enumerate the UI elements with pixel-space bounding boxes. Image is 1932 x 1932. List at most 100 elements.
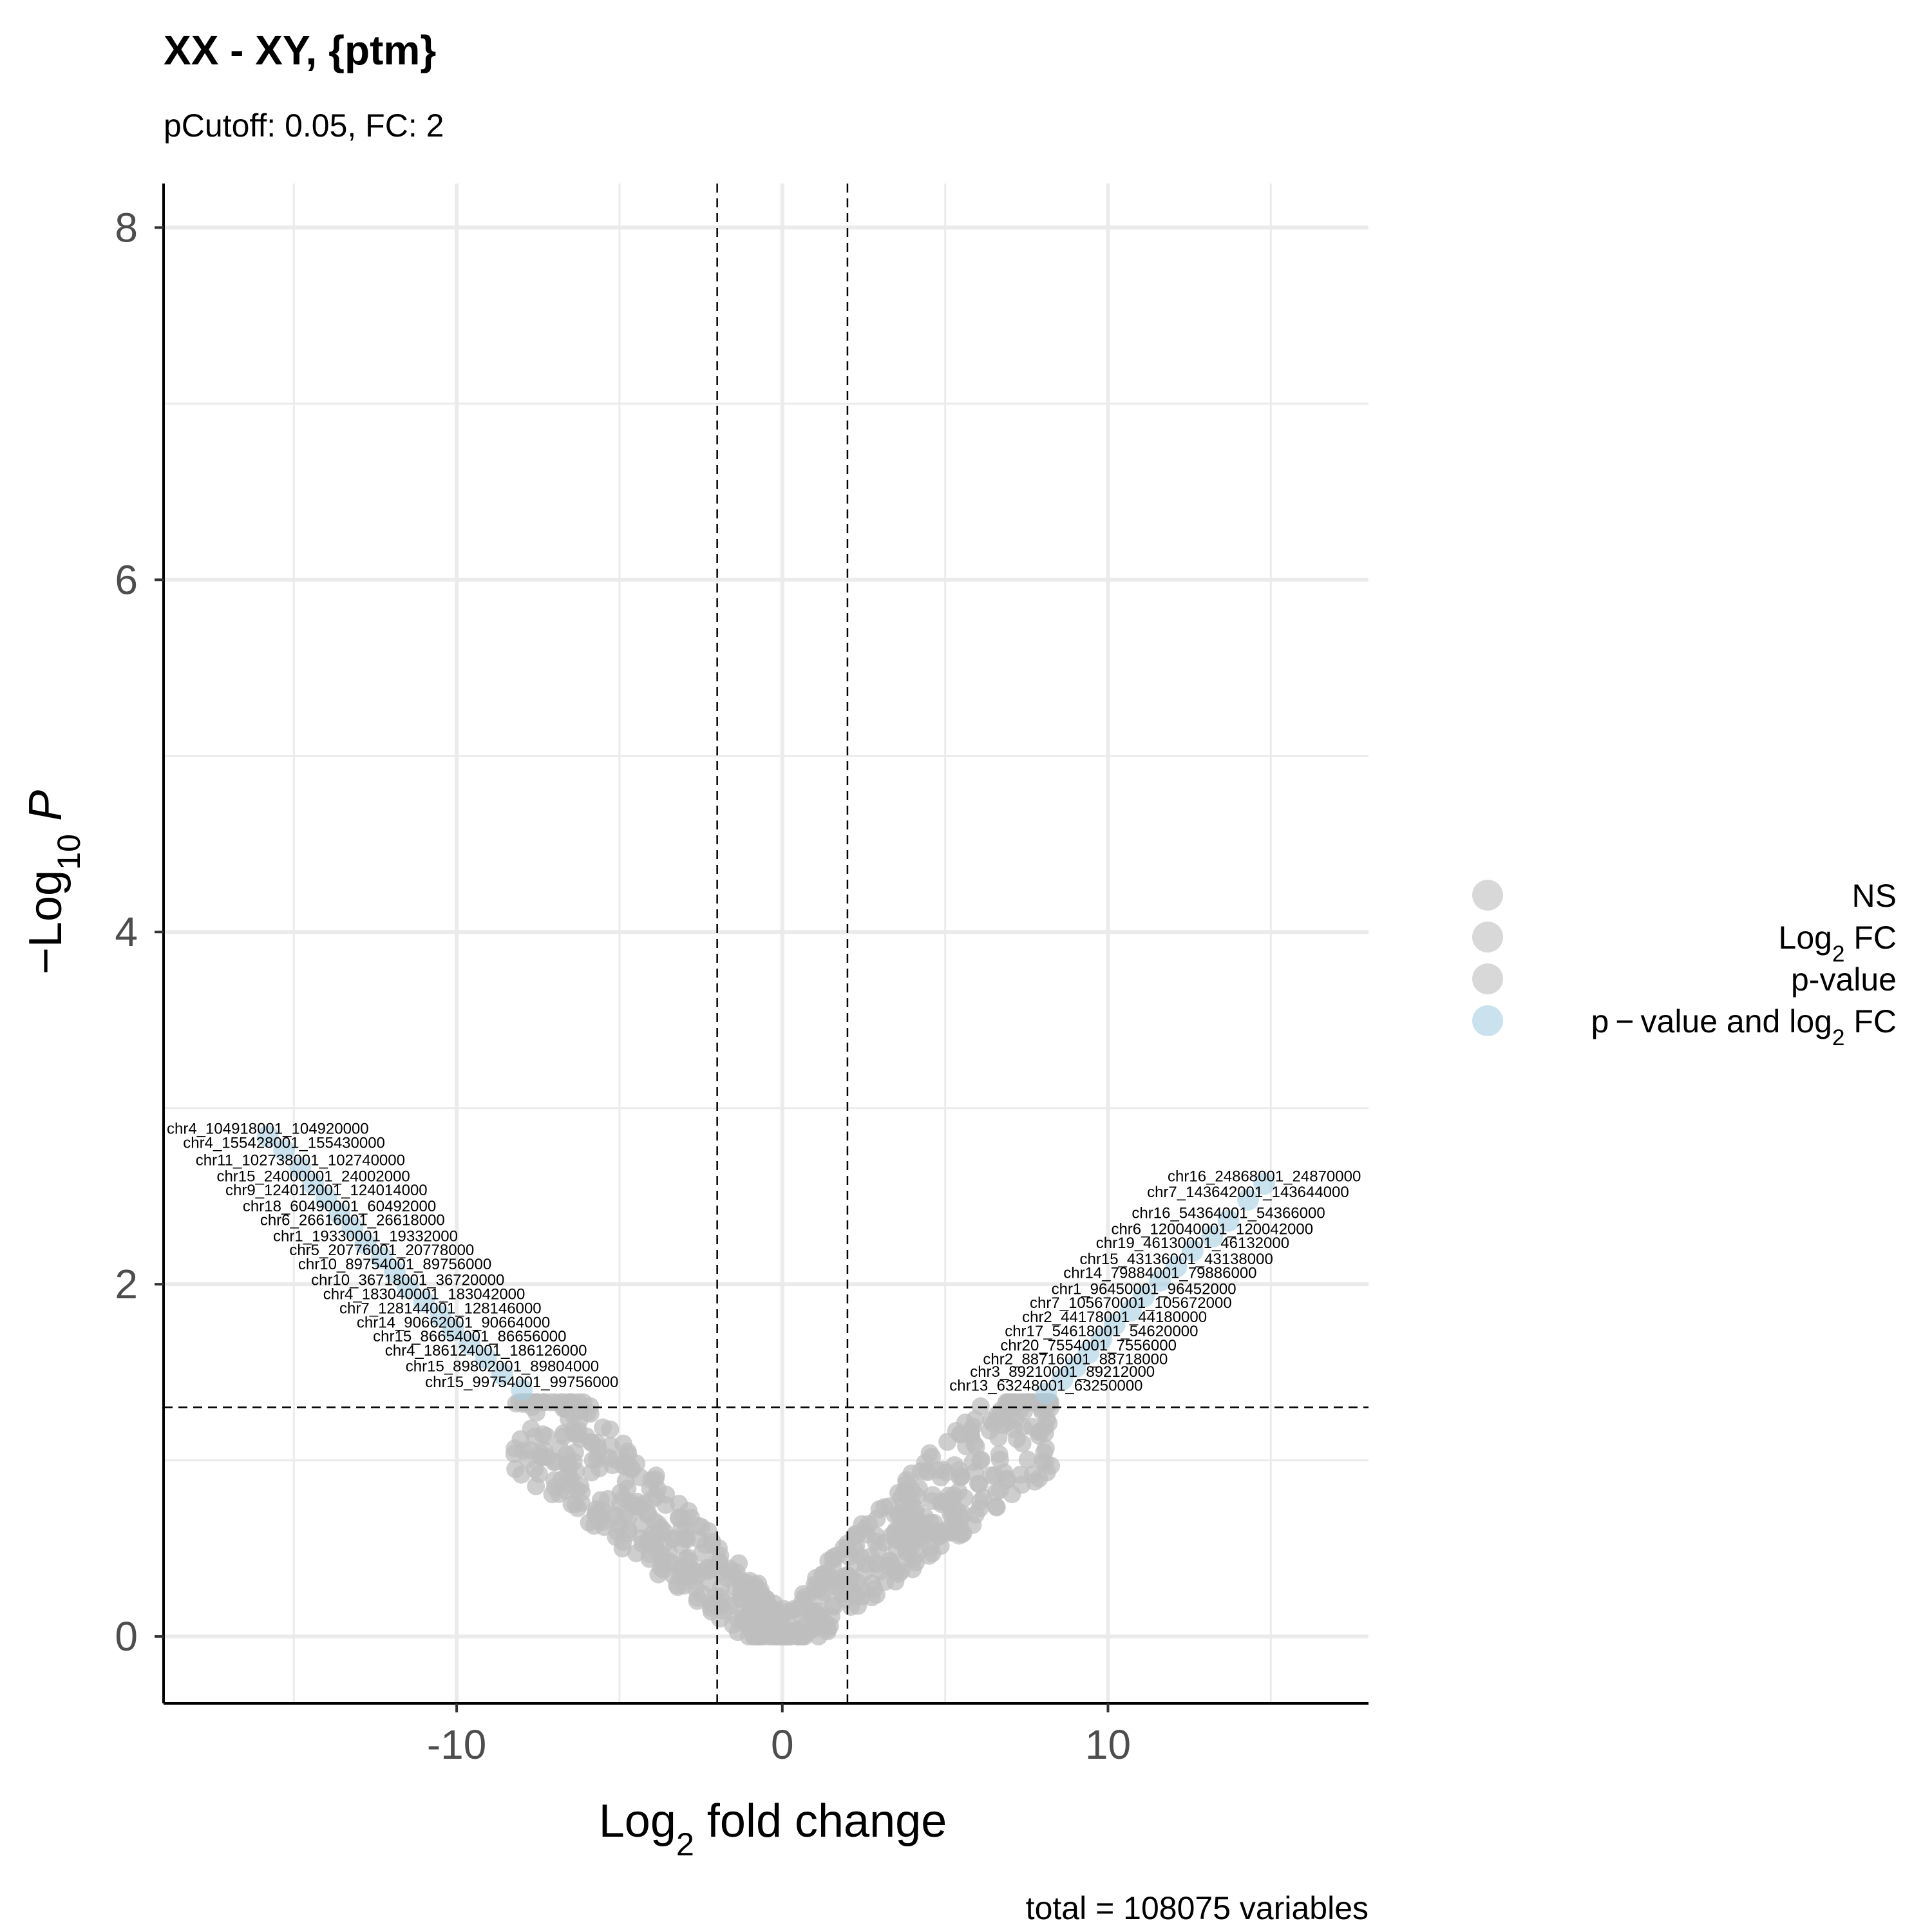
point-label: chr15_99754001_99756000 — [425, 1374, 618, 1391]
ns-point — [907, 1500, 925, 1519]
significant-point — [1201, 1226, 1224, 1248]
ns-point — [886, 1506, 904, 1524]
point-label: chr6_120040001_120042000 — [1111, 1220, 1313, 1238]
significant-point — [256, 1125, 279, 1148]
ns-point — [989, 1428, 1008, 1447]
ns-point — [904, 1550, 923, 1569]
point-label: chr10_36718001_36720000 — [311, 1272, 504, 1289]
ns-point — [721, 1596, 739, 1615]
chart-subtitle: pCutoff: 0.05, FC: 2 — [164, 108, 444, 144]
ns-point — [815, 1583, 834, 1602]
point-label: chr7_105670001_105672000 — [1030, 1294, 1232, 1312]
ns-point — [842, 1598, 860, 1616]
ns-point — [558, 1453, 577, 1472]
significant-point — [1217, 1209, 1240, 1232]
significant-point — [1253, 1173, 1276, 1195]
significant-point — [1236, 1188, 1259, 1211]
ns-point — [698, 1558, 717, 1577]
point-label: chr5_20776001_20778000 — [289, 1242, 474, 1259]
ns-point — [601, 1420, 620, 1439]
ns-point — [870, 1500, 889, 1519]
ns-point — [812, 1612, 831, 1631]
x-axis-title: Log2 fold change — [599, 1795, 947, 1862]
ns-point — [690, 1530, 708, 1549]
point-label: chr4_155428001_155430000 — [183, 1134, 385, 1151]
ns-point — [581, 1397, 600, 1416]
point-label: chr7_143642001_143644000 — [1147, 1184, 1349, 1201]
ns-point — [703, 1532, 722, 1551]
point-label: chr14_90662001_90664000 — [357, 1314, 550, 1331]
chart-title: XX - XY, {ptm} — [164, 27, 436, 73]
significant-point — [442, 1319, 465, 1341]
point-label: chr1_96450001_96452000 — [1052, 1280, 1236, 1298]
ns-point — [886, 1562, 905, 1580]
ns-point — [887, 1530, 905, 1549]
significant-point — [1035, 1382, 1057, 1405]
ns-point — [671, 1558, 690, 1577]
ns-point — [1018, 1450, 1037, 1469]
legend: NS Log2 FCp-value p − value and log2 FC — [1472, 878, 1897, 1050]
point-label: chr14_79884001_79886000 — [1063, 1265, 1256, 1282]
significant-point — [315, 1187, 337, 1209]
ns-point — [857, 1555, 875, 1573]
significant-point — [328, 1202, 351, 1225]
significant-point — [1090, 1327, 1113, 1350]
ns-point — [582, 1463, 601, 1482]
ns-point — [522, 1419, 540, 1438]
grid-lines — [164, 184, 1368, 1703]
ns-point — [603, 1456, 622, 1475]
ns-point — [538, 1448, 556, 1466]
significant-point — [1133, 1285, 1155, 1308]
significant-point — [1103, 1314, 1126, 1336]
legend-label-p: p-value — [1791, 961, 1897, 998]
significant-point — [429, 1305, 451, 1327]
point-label: chr7_128144001_128146000 — [339, 1300, 542, 1317]
y-axis-title: −Log10 P — [20, 790, 87, 974]
significant-point — [370, 1247, 393, 1269]
ns-point — [938, 1432, 957, 1451]
ns-point — [527, 1477, 545, 1495]
point-label: chr20_7554001_7556000 — [1000, 1337, 1177, 1354]
ns-point — [675, 1530, 694, 1548]
ns-point — [710, 1609, 729, 1628]
legend-key-fc — [1472, 922, 1503, 952]
y-tick-label: 8 — [115, 204, 138, 251]
significant-point — [397, 1276, 419, 1299]
x-tick-label: -10 — [427, 1721, 487, 1768]
ns-point — [961, 1425, 980, 1444]
point-label: chr1_19330001_19332000 — [273, 1227, 458, 1245]
ns-point — [506, 1460, 525, 1479]
point-label: chr4_183040001_183042000 — [323, 1286, 526, 1303]
ns-point — [863, 1574, 882, 1593]
ns-point — [981, 1466, 1000, 1485]
legend-label-fc: Log2 FC — [1779, 920, 1897, 967]
significant-point — [1077, 1341, 1100, 1364]
point-label: chr2_44178001_44180000 — [1022, 1309, 1207, 1326]
ns-point — [554, 1427, 573, 1446]
ns-point — [998, 1471, 1016, 1490]
ns-point — [990, 1450, 1009, 1469]
ns-points — [505, 1393, 1061, 1646]
ns-point — [757, 1596, 776, 1615]
point-label: chr15_86654001_86656000 — [373, 1328, 566, 1345]
ns-point — [1000, 1412, 1019, 1430]
significant-point — [491, 1363, 513, 1385]
point-label: chr10_89754001_89756000 — [298, 1256, 491, 1273]
caption: total = 108075 variables — [1026, 1890, 1368, 1926]
legend-key-p — [1472, 963, 1503, 994]
ns-point — [656, 1495, 675, 1514]
significant-point — [475, 1347, 497, 1370]
ns-point — [944, 1505, 963, 1524]
ns-point — [897, 1474, 916, 1493]
ns-point — [1036, 1417, 1054, 1436]
tick-labels: -10 0 10 0 2 4 6 8 — [115, 204, 1131, 1768]
y-tick-label: 0 — [115, 1613, 138, 1660]
ns-point — [562, 1495, 581, 1513]
significant-point — [413, 1291, 435, 1313]
ns-point — [652, 1519, 670, 1537]
ns-point — [844, 1582, 862, 1601]
cutoff-lines — [164, 184, 1368, 1703]
ns-point — [931, 1537, 950, 1555]
y-tick-label: 2 — [115, 1261, 138, 1307]
ns-point — [788, 1600, 807, 1618]
